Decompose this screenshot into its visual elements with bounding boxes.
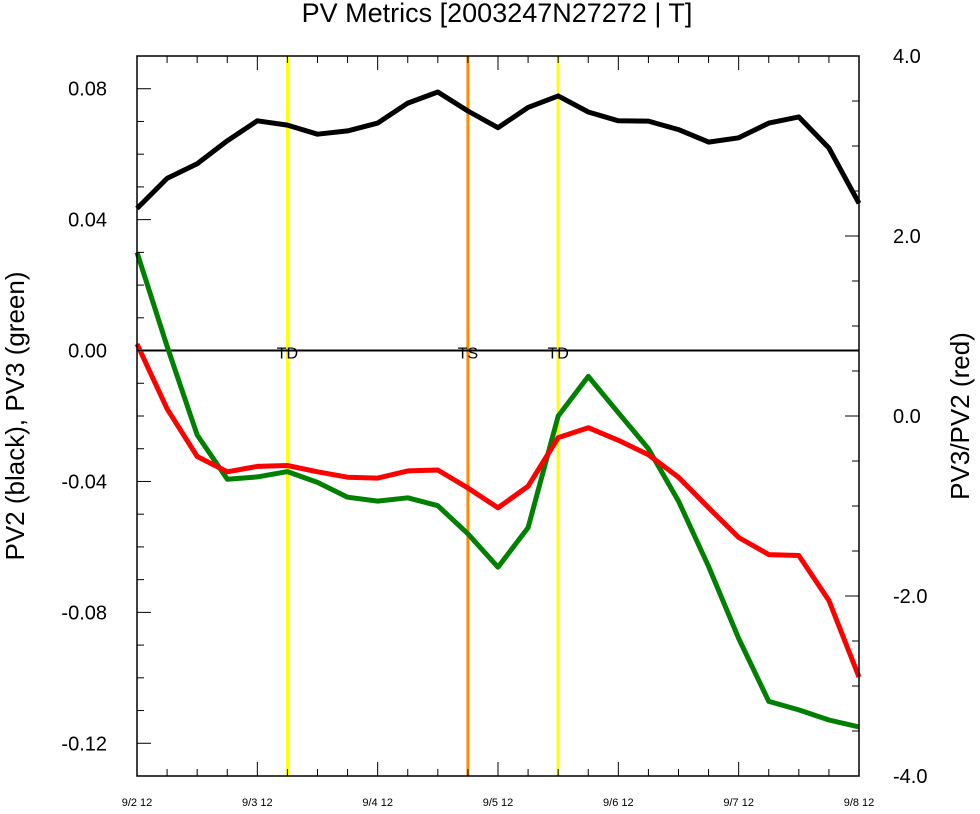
left-y-tick-label: 0.00 bbox=[68, 341, 107, 363]
right-y-tick-label: -4.0 bbox=[893, 766, 927, 788]
left-y-tick-label: 0.08 bbox=[68, 79, 107, 101]
right-y-tick-label: 0.0 bbox=[893, 406, 921, 428]
right-y-tick-label: 4.0 bbox=[893, 46, 921, 68]
x-tick-label: 9/7 12 bbox=[723, 797, 754, 809]
x-tick-label: 9/2 12 bbox=[122, 797, 153, 809]
right-axis-label: PV3/PV2 (red) bbox=[945, 332, 975, 500]
series-line-2 bbox=[134, 251, 860, 730]
left-y-tick-label: -0.08 bbox=[61, 602, 107, 624]
x-tick-label: 9/8 12 bbox=[844, 797, 875, 809]
x-tick-label: 9/3 12 bbox=[242, 797, 273, 809]
series-line-1 bbox=[135, 89, 862, 211]
series-line-3 bbox=[134, 342, 862, 678]
left-y-tick-label: 0.04 bbox=[68, 210, 107, 232]
x-tick-label: 9/5 12 bbox=[483, 797, 514, 809]
right-y-tick-label: 2.0 bbox=[893, 226, 921, 248]
stage-marker-label-1: TD bbox=[277, 346, 298, 363]
stage-marker-label-2: TS bbox=[458, 346, 478, 363]
right-y-tick-label: -2.0 bbox=[893, 586, 927, 608]
series-lines bbox=[134, 89, 862, 730]
x-tick-label: 9/4 12 bbox=[362, 797, 393, 809]
left-axis-label: PV2 (black), PV3 (green) bbox=[0, 271, 30, 560]
stage-marker-label-3: TD bbox=[548, 346, 569, 363]
chart-title: PV Metrics [2003247N27272 | T] bbox=[302, 0, 693, 28]
x-tick-label: 9/6 12 bbox=[603, 797, 634, 809]
left-y-tick-label: -0.04 bbox=[61, 471, 107, 493]
left-y-tick-label: -0.12 bbox=[61, 733, 107, 755]
axes: 9/2 12 9/3 12 9/4 12 9/5 12 9/6 12 9/7 12 9/8 … bbox=[61, 46, 927, 809]
